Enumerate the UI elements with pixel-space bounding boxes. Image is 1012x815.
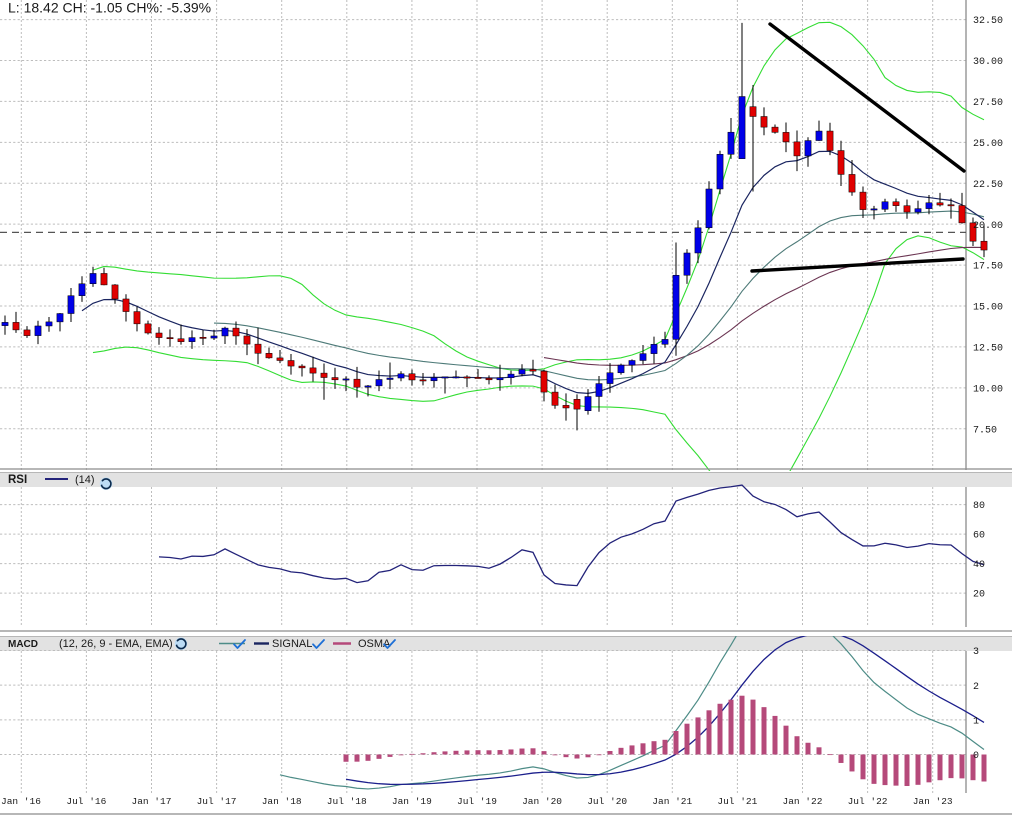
svg-text:MACD: MACD — [8, 639, 38, 650]
svg-text:Jul '22: Jul '22 — [848, 796, 888, 807]
svg-text:40: 40 — [973, 560, 985, 571]
svg-text:OSMA: OSMA — [358, 638, 391, 650]
svg-text:17.50: 17.50 — [973, 262, 1003, 273]
svg-text:32.50: 32.50 — [973, 16, 1003, 27]
svg-text:1: 1 — [973, 716, 979, 727]
svg-text:(12, 26, 9 - EMA, EMA): (12, 26, 9 - EMA, EMA) — [59, 638, 173, 650]
svg-text:Jan '16: Jan '16 — [1, 796, 41, 807]
svg-text:Jan '20: Jan '20 — [522, 796, 562, 807]
svg-text:Jul '18: Jul '18 — [327, 796, 367, 807]
svg-text:Jan '23: Jan '23 — [913, 796, 953, 807]
svg-text:80: 80 — [973, 501, 985, 512]
svg-text:22.50: 22.50 — [973, 180, 1003, 191]
svg-text:(14): (14) — [75, 474, 95, 486]
svg-text:Jul '21: Jul '21 — [717, 796, 757, 807]
svg-text:0: 0 — [973, 751, 979, 762]
svg-text:Jan '18: Jan '18 — [262, 796, 302, 807]
svg-text:Jul '19: Jul '19 — [457, 796, 497, 807]
svg-text:7.50: 7.50 — [973, 425, 997, 436]
svg-text:10.00: 10.00 — [973, 384, 1003, 395]
svg-text:27.50: 27.50 — [973, 98, 1003, 109]
svg-text:30.00: 30.00 — [973, 57, 1003, 68]
svg-text:60: 60 — [973, 531, 985, 542]
svg-text:15.00: 15.00 — [973, 303, 1003, 314]
svg-text:L: 18.42 CH: -1.05 CH%: -5.39%: L: 18.42 CH: -1.05 CH%: -5.39% — [8, 0, 211, 16]
svg-text:RSI: RSI — [8, 474, 27, 486]
svg-text:Jan '17: Jan '17 — [132, 796, 172, 807]
svg-text:Jan '19: Jan '19 — [392, 796, 432, 807]
svg-text:20.00: 20.00 — [973, 221, 1003, 232]
svg-text:25.00: 25.00 — [973, 139, 1003, 150]
svg-text:Jan '21: Jan '21 — [652, 796, 692, 807]
svg-text:12.50: 12.50 — [973, 344, 1003, 355]
svg-text:20: 20 — [973, 590, 985, 601]
svg-text:Jul '17: Jul '17 — [197, 796, 237, 807]
svg-text:Jul '16: Jul '16 — [66, 796, 106, 807]
svg-text:Jan '22: Jan '22 — [783, 796, 823, 807]
svg-text:SIGNAL: SIGNAL — [272, 638, 312, 650]
svg-text:2: 2 — [973, 682, 979, 693]
svg-text:3: 3 — [973, 647, 979, 658]
svg-text:Jul '20: Jul '20 — [587, 796, 627, 807]
